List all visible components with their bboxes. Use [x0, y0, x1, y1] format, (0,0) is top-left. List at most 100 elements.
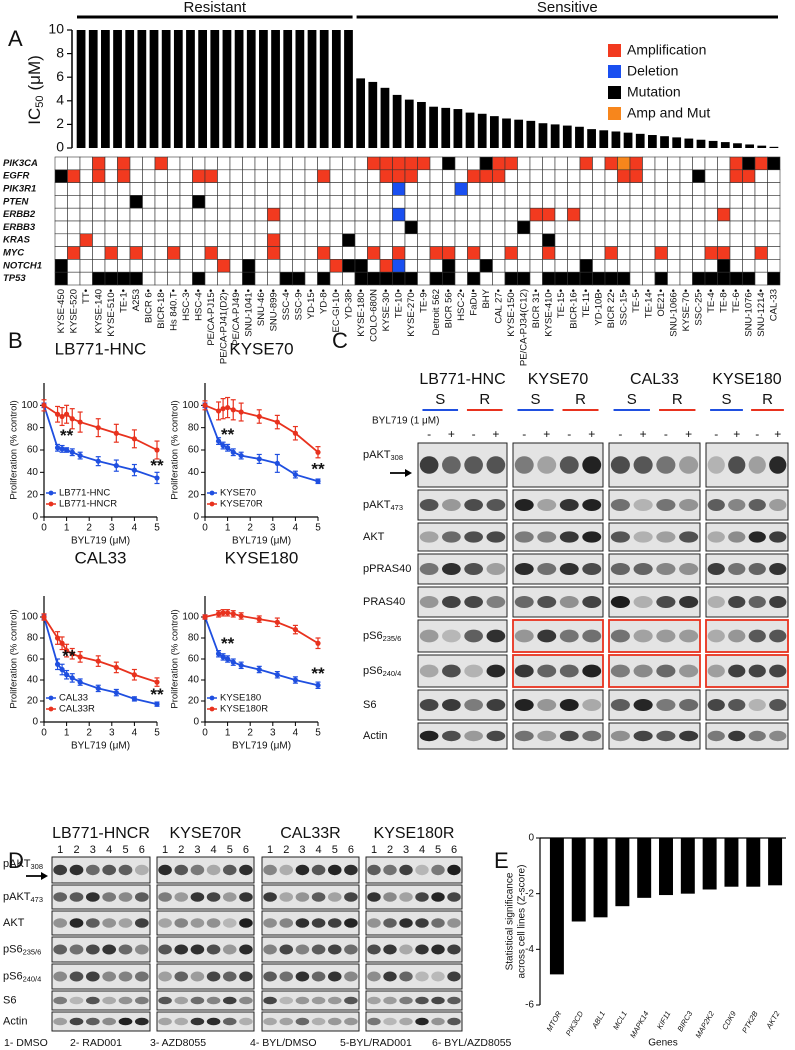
- blot-band: [537, 499, 557, 511]
- heatmap-cell: [117, 169, 131, 183]
- blot-band: [367, 971, 381, 982]
- heatmap-cell: [342, 233, 356, 247]
- blot-band: [419, 699, 439, 711]
- blot-band: [464, 730, 483, 742]
- heatmap-cell: [417, 259, 431, 273]
- heatmap-cell: [604, 246, 618, 260]
- legend-label: KYSE70R: [220, 499, 263, 510]
- data-point: [274, 419, 280, 425]
- blot-band: [679, 531, 699, 543]
- data-point: [230, 407, 236, 413]
- bar: [611, 131, 621, 148]
- bar: [489, 116, 499, 148]
- legend-marker: [48, 695, 54, 701]
- blot-band: [419, 664, 439, 678]
- blot-band: [486, 730, 506, 742]
- heatmap-cell: [354, 169, 368, 183]
- heatmap-cell: [254, 169, 268, 183]
- y-tick-label: 4: [56, 92, 64, 108]
- heatmap-cell: [579, 207, 593, 222]
- heatmap-cell: [467, 259, 481, 273]
- bar: [757, 145, 767, 148]
- legend-label: KYSE180R: [220, 704, 268, 715]
- blot-band: [206, 864, 221, 876]
- treatment-key: 5-BYL/RAD001: [340, 1037, 412, 1049]
- group-label: R: [762, 391, 773, 408]
- bar: [660, 136, 669, 148]
- blot-band: [656, 563, 676, 575]
- blot-band: [419, 596, 439, 608]
- heatmap-cell: [767, 156, 781, 171]
- blot-band: [190, 944, 205, 955]
- cell-line-label: TT•: [81, 289, 92, 304]
- y-tick-label: 0: [56, 139, 64, 155]
- blot-band: [134, 1017, 149, 1026]
- heatmap-cell: [92, 233, 106, 247]
- heatmap-cell: [429, 195, 443, 209]
- heatmap-cell: [129, 195, 143, 209]
- heatmap-cell: [292, 195, 306, 209]
- blot-band: [559, 456, 579, 474]
- blot-band: [464, 699, 483, 711]
- heatmap-cell: [417, 156, 431, 171]
- heatmap-cell: [617, 246, 631, 260]
- bar: [708, 140, 718, 148]
- data-point: [215, 408, 222, 414]
- data-point: [69, 675, 75, 681]
- blot-band: [656, 629, 676, 643]
- x-tick-label: 1: [225, 523, 231, 534]
- heatmap-cell: [492, 169, 506, 183]
- heatmap-cell: [267, 233, 281, 247]
- heatmap-cell: [554, 207, 568, 222]
- heatmap-cell: [367, 156, 381, 171]
- blot-band: [633, 456, 653, 474]
- blot-band: [399, 892, 413, 902]
- heatmap-cell: [754, 233, 768, 247]
- heatmap-cell: [592, 195, 606, 209]
- bar: [538, 123, 548, 148]
- heatmap-cell: [204, 246, 218, 260]
- heatmap-cell: [217, 195, 231, 209]
- bar: [271, 30, 280, 148]
- heatmap-cell: [692, 233, 706, 247]
- heatmap-cell: [117, 233, 131, 247]
- heatmap-cell: [654, 259, 668, 273]
- heatmap-cell: [667, 233, 681, 247]
- lane-label: 3: [403, 844, 409, 856]
- heatmap-cell: [542, 259, 556, 273]
- heatmap-cell: [542, 182, 556, 196]
- column-header: CAL33R: [280, 825, 340, 842]
- bar: [593, 838, 608, 918]
- blot-band: [174, 1017, 189, 1026]
- blot-background: [261, 936, 360, 963]
- heatmap-cell: [292, 246, 306, 260]
- data-point: [131, 436, 137, 442]
- heatmap-cell: [617, 156, 631, 171]
- heatmap-cell: [329, 195, 343, 209]
- blot-band: [419, 531, 439, 543]
- heatmap-cell: [617, 220, 631, 235]
- blot-band: [239, 1017, 253, 1026]
- blot-background: [261, 963, 360, 990]
- heatmap-cell: [242, 259, 256, 273]
- heatmap-cell: [492, 271, 506, 286]
- blot-band: [431, 996, 445, 1005]
- row-label: pAKT473: [363, 499, 403, 512]
- heatmap-cell: [267, 271, 281, 286]
- blot-band: [158, 971, 172, 982]
- blot-band: [263, 944, 277, 955]
- heatmap-cell: [204, 259, 218, 273]
- treatment-sign: -: [567, 427, 571, 441]
- blot-band: [728, 596, 746, 608]
- heatmap-cell: [167, 169, 181, 183]
- blot-band: [707, 730, 725, 742]
- heatmap-cell: [767, 271, 781, 286]
- bar: [356, 78, 366, 148]
- blot-background: [608, 489, 701, 521]
- heatmap-cell: [342, 169, 356, 183]
- heatmap-cell: [579, 156, 593, 171]
- data-point: [256, 456, 262, 462]
- heatmap-cell: [279, 220, 293, 235]
- heatmap-cell: [79, 233, 93, 247]
- heatmap-cell: [504, 195, 518, 209]
